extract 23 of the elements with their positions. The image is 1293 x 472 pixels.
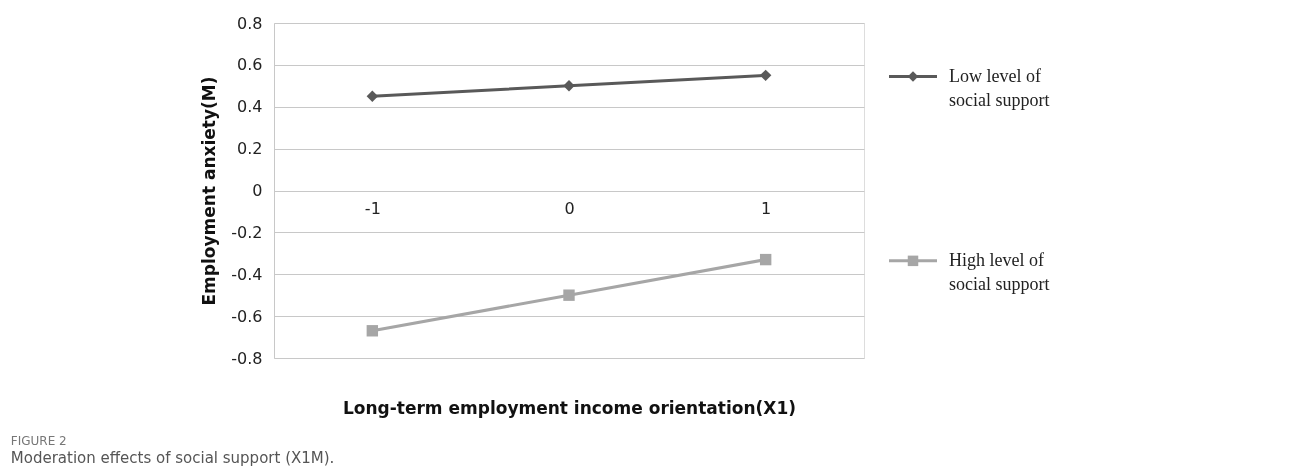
x-tick-label: 0 <box>564 199 575 218</box>
point <box>759 69 772 82</box>
x-axis-title: Long-term employment income orientation(X1) <box>342 397 797 418</box>
y-tick-label: 0.2 <box>237 139 263 159</box>
point <box>366 325 379 337</box>
point <box>563 289 575 301</box>
y-tick-label: 0.4 <box>237 97 263 117</box>
y-tick-label: -0.4 <box>231 264 263 284</box>
point <box>563 80 575 92</box>
x-tick-label: -1 <box>364 199 381 218</box>
y-tick-label: -0.6 <box>231 306 263 326</box>
y-tick-label: 0.8 <box>237 13 263 33</box>
text: Moderation effects of social support (X1M). <box>10 449 335 467</box>
text: FIGURE 2 <box>10 434 67 448</box>
y-tick-label: 0.6 <box>237 55 263 75</box>
x-tick-label: 1 <box>761 199 772 218</box>
y-tick-label: -0.2 <box>231 222 263 242</box>
legend-label: Low level of social support <box>949 65 1050 110</box>
point <box>759 253 772 266</box>
y-tick-label: -0.8 <box>231 348 263 368</box>
legend-label: High level of social support <box>949 249 1050 294</box>
y-tick-label: 0 <box>252 181 263 200</box>
y-axis-title: Employment anxiety(M) <box>199 76 220 306</box>
